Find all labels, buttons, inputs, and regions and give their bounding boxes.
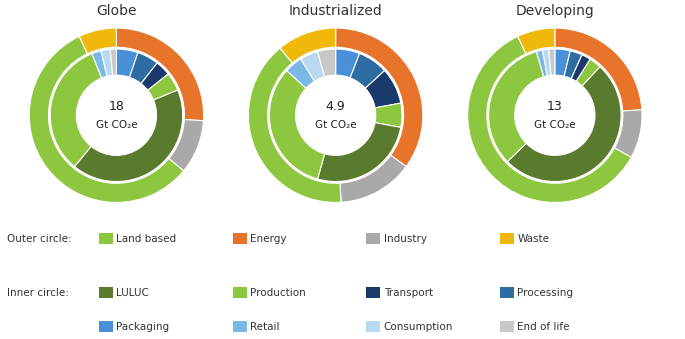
- Bar: [233, 234, 247, 244]
- Bar: [99, 234, 113, 244]
- Title: Industrialized: Industrialized: [289, 4, 382, 18]
- Wedge shape: [79, 28, 116, 54]
- Bar: [366, 287, 380, 298]
- Wedge shape: [488, 52, 544, 162]
- Wedge shape: [249, 48, 341, 202]
- Wedge shape: [169, 120, 203, 171]
- Wedge shape: [269, 71, 325, 179]
- Text: 18: 18: [108, 100, 125, 113]
- Wedge shape: [340, 155, 406, 202]
- Bar: [366, 234, 380, 244]
- Wedge shape: [129, 53, 157, 84]
- Text: Transport: Transport: [384, 287, 433, 298]
- Bar: [233, 287, 247, 298]
- Wedge shape: [549, 49, 555, 75]
- Wedge shape: [518, 28, 555, 54]
- Wedge shape: [468, 36, 632, 202]
- Wedge shape: [280, 28, 336, 63]
- Wedge shape: [350, 54, 384, 88]
- Wedge shape: [116, 49, 138, 77]
- Text: Gt CO₂e: Gt CO₂e: [534, 120, 575, 130]
- Wedge shape: [318, 123, 401, 181]
- Circle shape: [78, 77, 155, 154]
- Text: Land based: Land based: [116, 234, 177, 244]
- Wedge shape: [508, 67, 621, 181]
- Circle shape: [297, 77, 374, 154]
- Bar: [500, 287, 514, 298]
- Wedge shape: [576, 59, 600, 86]
- Bar: [366, 321, 380, 332]
- Wedge shape: [141, 63, 169, 90]
- Text: 13: 13: [547, 100, 562, 113]
- Wedge shape: [543, 49, 551, 76]
- Wedge shape: [564, 51, 582, 79]
- Text: Inner circle:: Inner circle:: [7, 287, 68, 298]
- Wedge shape: [365, 71, 401, 108]
- Wedge shape: [555, 28, 642, 111]
- Wedge shape: [101, 49, 112, 76]
- Wedge shape: [614, 110, 642, 157]
- Text: Processing: Processing: [517, 287, 573, 298]
- Wedge shape: [571, 55, 590, 81]
- Circle shape: [516, 77, 593, 154]
- Wedge shape: [555, 49, 570, 76]
- Text: Outer circle:: Outer circle:: [7, 234, 71, 244]
- Wedge shape: [336, 28, 423, 166]
- Title: Globe: Globe: [96, 4, 137, 18]
- Text: End of life: End of life: [517, 322, 570, 332]
- Bar: [233, 321, 247, 332]
- Wedge shape: [116, 28, 203, 121]
- Wedge shape: [92, 51, 107, 78]
- Text: Industry: Industry: [384, 234, 427, 244]
- Text: Gt CO₂e: Gt CO₂e: [96, 120, 137, 130]
- Wedge shape: [336, 49, 360, 78]
- Wedge shape: [50, 54, 101, 166]
- Text: Production: Production: [250, 287, 306, 298]
- Bar: [500, 234, 514, 244]
- Text: 4.9: 4.9: [326, 100, 345, 113]
- Wedge shape: [148, 74, 177, 100]
- Bar: [500, 321, 514, 332]
- Text: Waste: Waste: [517, 234, 549, 244]
- Wedge shape: [110, 49, 116, 75]
- Text: Packaging: Packaging: [116, 322, 170, 332]
- Bar: [99, 321, 113, 332]
- Wedge shape: [29, 36, 184, 202]
- Text: Gt CO₂e: Gt CO₂e: [315, 120, 356, 130]
- Title: Developing: Developing: [516, 4, 594, 18]
- Bar: [99, 287, 113, 298]
- Wedge shape: [318, 49, 336, 77]
- Wedge shape: [536, 50, 547, 77]
- Text: Retail: Retail: [250, 322, 279, 332]
- Wedge shape: [287, 59, 314, 88]
- Text: Consumption: Consumption: [384, 322, 453, 332]
- Wedge shape: [301, 52, 325, 81]
- Text: LULUC: LULUC: [116, 287, 149, 298]
- Text: Energy: Energy: [250, 234, 286, 244]
- Wedge shape: [75, 90, 183, 181]
- Wedge shape: [375, 103, 402, 127]
